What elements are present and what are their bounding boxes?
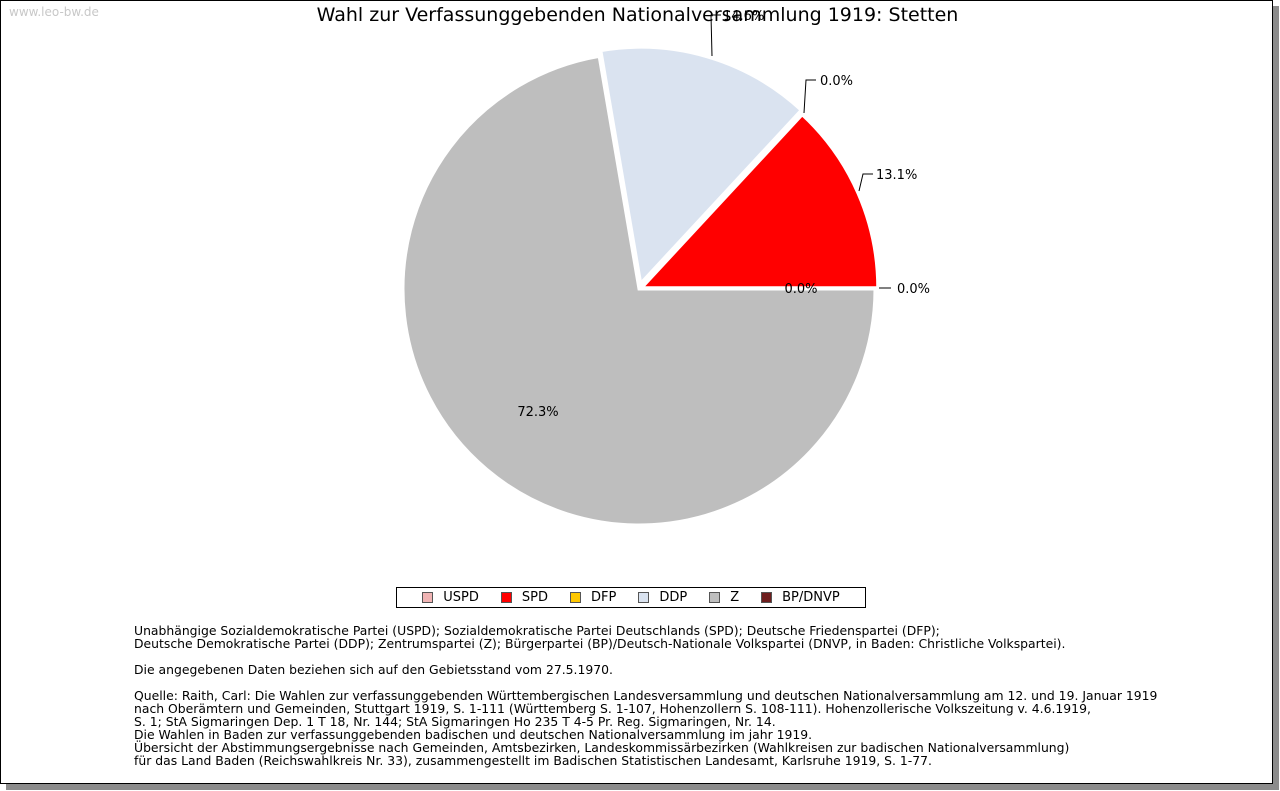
data-label-z: 72.3% [517,405,558,420]
data-label-ddp: 14.6% [723,9,764,24]
party-note-line: Unabhängige Sozialdemokratische Partei (… [134,623,940,638]
leader-line [710,14,721,57]
legend-swatch [422,592,434,603]
source-line: S. 1; StA Sigmaringen Dep. 1 T 18, Nr. 1… [134,714,776,729]
legend-label: Z [730,590,740,605]
legend-swatch [761,592,773,603]
legend-item: BP/DNVP [761,590,840,605]
legend-item: Z [709,590,739,605]
legend-item: DFP [570,590,616,605]
source-line: Quelle: Raith, Carl: Die Wahlen zur verf… [134,688,1158,703]
legend-label: SPD [521,590,548,605]
data-label-dfp: 0.0% [820,74,853,89]
gebietsstand-line: Die angegebenen Daten beziehen sich auf … [134,662,613,677]
data-label-uspd: 0.0% [897,282,930,297]
legend-item: USPD [422,590,479,605]
party-notes: Unabhängige Sozialdemokratische Partei (… [134,624,1254,650]
source-line: für das Land Baden (Reichswahlkreis Nr. … [134,753,932,768]
source-line: nach Oberämtern und Gemeinden, Stuttgart… [134,701,1091,716]
pie-slice-ddp [599,45,804,287]
data-label-spd: 13.1% [876,168,917,183]
legend-item: DDP [638,590,687,605]
legend-label: DDP [659,590,688,605]
source-line: Die Wahlen in Baden zur verfassunggebend… [134,727,813,742]
chart-legend: USPD SPD DFP DDP Z BP/DNVP [396,587,866,608]
leader-line [803,79,816,114]
legend-label: USPD [443,590,479,605]
pie-chart: 0.0% 13.1% 0.0% 14.6% 72.3% 0.0% [401,9,930,527]
source-notes: Quelle: Raith, Carl: Die Wahlen zur verf… [134,689,1254,767]
legend-swatch [570,592,581,603]
pie-slice-z [401,54,877,527]
data-label-bp-dnvp: 0.0% [784,282,817,297]
legend-label: DFP [591,590,617,605]
legend-swatch [638,592,650,603]
gebietsstand-note: Die angegebenen Daten beziehen sich auf … [134,663,1254,676]
party-note-line: Deutsche Demokratische Partei (DDP); Zen… [134,636,1066,651]
legend-swatch [709,592,721,603]
notes: Unabhängige Sozialdemokratische Partei (… [134,624,1254,780]
source-line: Übersicht der Abstimmungsergebnisse nach… [134,740,1070,755]
leader-line [858,173,873,192]
legend-label: BP/DNVP [782,590,840,605]
pie-slice-spd [638,112,880,290]
legend-item: SPD [500,590,548,605]
legend-swatch [500,592,512,603]
chart-title: Wahl zur Verfassunggebenden Nationalvers… [316,4,959,26]
watermark: www.leo-bw.de [9,5,99,19]
